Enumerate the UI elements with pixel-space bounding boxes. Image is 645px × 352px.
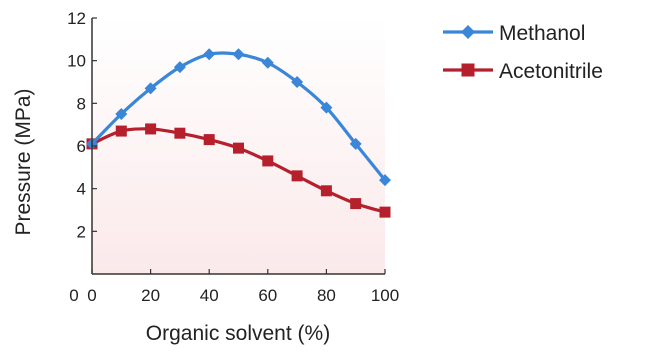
acetonitrile-point: [262, 155, 274, 167]
x-tick-label: 80: [317, 286, 336, 305]
ticks-layer: 0 20 40 60 80 100 2 4 6 8 10 12: [67, 9, 399, 305]
methanol-point: [232, 48, 245, 61]
x-axis-label: Organic solvent (%): [146, 322, 330, 345]
acetonitrile-point: [174, 127, 186, 139]
methanol-point: [173, 61, 186, 74]
legend-item-acetonitrile: Acetonitrile: [443, 60, 603, 83]
y-tick-label: 2: [77, 222, 86, 241]
acetonitrile-point: [320, 185, 332, 197]
methanol-point: [203, 48, 216, 61]
x-tick-label: 20: [141, 286, 160, 305]
y-tick-label: 4: [77, 180, 86, 199]
methanol-point: [349, 137, 362, 150]
y-tick-label: 10: [67, 52, 86, 71]
legend-methanol-point: [461, 25, 475, 39]
methanol-point: [291, 76, 304, 88]
legend-label: Acetonitrile: [499, 60, 603, 83]
acetonitrile-point: [115, 125, 127, 137]
acetonitrile-point: [203, 134, 215, 146]
legend-item-methanol: Methanol: [443, 22, 585, 45]
acetonitrile-point: [291, 170, 303, 182]
x-tick-label: 100: [371, 286, 399, 305]
methanol-series: [86, 48, 391, 187]
x-tick-label: 60: [258, 286, 277, 305]
legend: Methanol Acetonitrile: [443, 22, 603, 83]
methanol-point: [115, 108, 128, 120]
methanol-point: [144, 82, 157, 95]
x-tick-label: 40: [200, 286, 219, 305]
x-tick-label: 0: [87, 286, 96, 305]
legend-label: Methanol: [499, 22, 585, 45]
series-layer: [86, 48, 391, 218]
y-zero-tick-label: 0: [69, 286, 78, 305]
y-tick-label: 8: [77, 94, 86, 113]
y-axis-label: Pressure (MPa): [12, 88, 35, 235]
methanol-point: [320, 101, 333, 114]
methanol-point: [261, 56, 274, 69]
acetonitrile-point: [233, 142, 244, 154]
acetonitrile-point: [350, 198, 362, 210]
acetonitrile-point: [379, 206, 391, 218]
legend-acetonitrile-point: [461, 63, 475, 77]
y-tick-label: 12: [67, 9, 86, 28]
y-tick-label: 6: [77, 137, 86, 156]
methanol-point: [379, 174, 391, 187]
acetonitrile-point: [145, 123, 157, 135]
